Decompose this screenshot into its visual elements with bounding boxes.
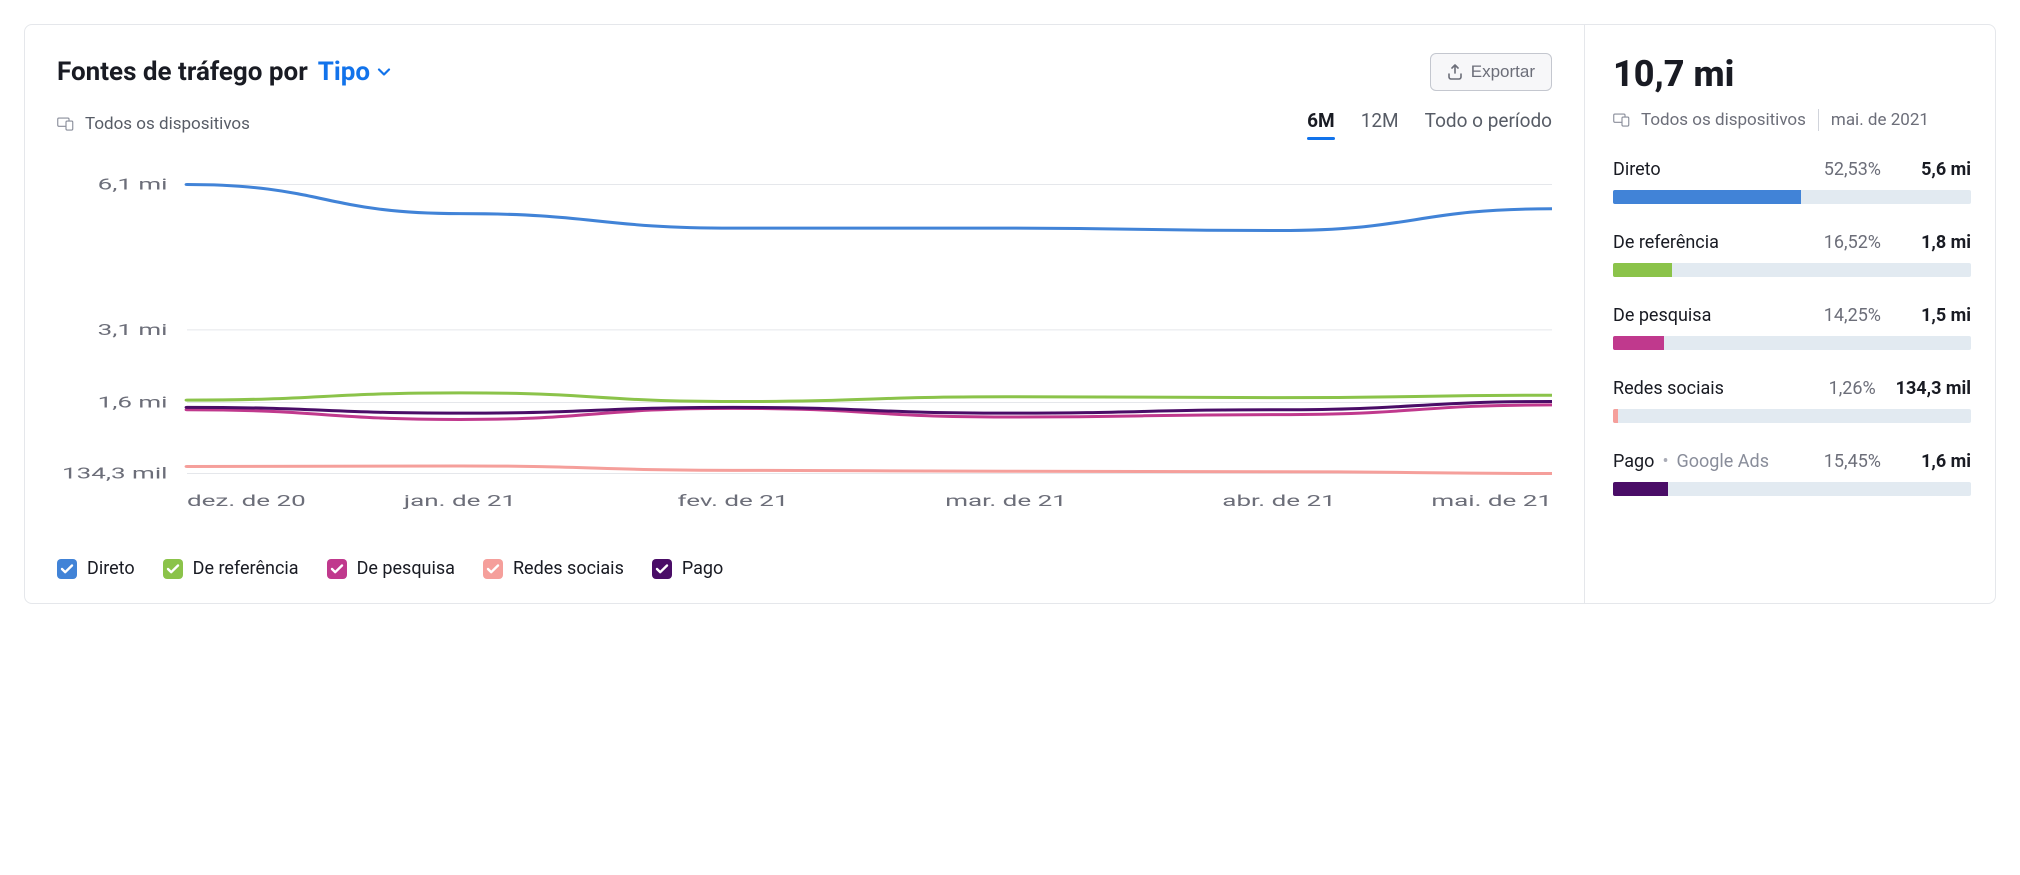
chevron-down-icon: [376, 64, 392, 80]
devices-icon: [57, 117, 75, 131]
source-bar: [1613, 263, 1971, 277]
source-value: 5,6 mi: [1901, 159, 1971, 180]
source-name: De referência: [1613, 232, 1719, 253]
devices-icon: [1613, 113, 1631, 127]
source-percent: 15,45%: [1824, 451, 1881, 472]
summary-devices: Todos os dispositivos: [1613, 110, 1806, 130]
legend-swatch: [327, 559, 347, 579]
source-bar: [1613, 482, 1971, 496]
legend-item[interactable]: Pago: [652, 558, 723, 579]
source-percent: 52,53%: [1824, 159, 1881, 180]
source-row: Pago•Google Ads 15,45% 1,6 mi: [1613, 451, 1971, 496]
legend-swatch: [483, 559, 503, 579]
svg-text:fev. de 21: fev. de 21: [678, 492, 789, 511]
source-percent: 14,25%: [1824, 305, 1881, 326]
legend-label: Pago: [682, 558, 723, 579]
legend-item[interactable]: De referência: [163, 558, 299, 579]
export-button-label: Exportar: [1471, 62, 1535, 82]
legend-label: De pesquisa: [357, 558, 455, 579]
source-bar: [1613, 190, 1971, 204]
devices-filter-label: Todos os dispositivos: [85, 114, 250, 134]
summary-subheader: Todos os dispositivos mai. de 2021: [1613, 109, 1971, 131]
source-row: Redes sociais 1,26% 134,3 mil: [1613, 378, 1971, 423]
summary-period: mai. de 2021: [1831, 110, 1929, 130]
svg-text:134,3 mil: 134,3 mil: [62, 464, 167, 483]
svg-text:6,1 mi: 6,1 mi: [98, 175, 168, 194]
devices-filter[interactable]: Todos os dispositivos: [57, 114, 250, 134]
summary-total: 10,7 mi: [1613, 53, 1971, 95]
range-tab[interactable]: Todo o período: [1425, 109, 1552, 138]
summary-sources-list: Direto 52,53% 5,6 mi De referência 16,52% 1,8…: [1613, 159, 1971, 496]
export-icon: [1447, 64, 1463, 80]
export-button[interactable]: Exportar: [1430, 53, 1552, 91]
svg-text:1,6 mi: 1,6 mi: [98, 393, 168, 412]
svg-text:3,1 mi: 3,1 mi: [98, 321, 168, 340]
source-value: 1,5 mi: [1901, 305, 1971, 326]
traffic-sources-card: Fontes de tráfego por Tipo Exportar Todo…: [24, 24, 1996, 604]
summary-panel: 10,7 mi Todos os dispositivos mai. de 20…: [1585, 25, 1995, 603]
separator: [1818, 109, 1819, 131]
source-percent: 16,52%: [1824, 232, 1881, 253]
chart-legend: Direto De referência De pesquisa Redes soci…: [57, 558, 1552, 579]
legend-swatch: [652, 559, 672, 579]
svg-text:dez. de 20: dez. de 20: [187, 492, 306, 511]
source-name: De pesquisa: [1613, 305, 1711, 326]
title-dropdown-label: Tipo: [318, 57, 370, 87]
title-dropdown[interactable]: Tipo: [318, 57, 392, 87]
chart-subheader: Todos os dispositivos 6M 12M Todo o períod…: [57, 109, 1552, 138]
svg-text:mar. de 21: mar. de 21: [945, 492, 1067, 511]
source-percent: 1,26%: [1829, 378, 1876, 399]
source-sublabel: Google Ads: [1677, 451, 1769, 472]
line-chart-svg: 6,1 mi 3,1 mi 1,6 mi 134,3 mil dez. de 20 jan…: [57, 152, 1552, 532]
legend-item[interactable]: Redes sociais: [483, 558, 624, 579]
svg-text:mai. de 21: mai. de 21: [1431, 492, 1552, 511]
svg-text:abr. de 21: abr. de 21: [1222, 492, 1335, 511]
source-name: Pago•Google Ads: [1613, 451, 1769, 472]
range-tabs: 6M 12M Todo o período: [1307, 109, 1552, 138]
chart-header: Fontes de tráfego por Tipo Exportar: [57, 53, 1552, 91]
chart-title-text: Fontes de tráfego por: [57, 57, 308, 87]
range-tab[interactable]: 12M: [1361, 109, 1399, 138]
source-value: 1,6 mi: [1901, 451, 1971, 472]
source-row: De referência 16,52% 1,8 mi: [1613, 232, 1971, 277]
line-chart: 6,1 mi 3,1 mi 1,6 mi 134,3 mil dez. de 20 jan…: [57, 152, 1552, 532]
legend-item[interactable]: Direto: [57, 558, 135, 579]
legend-label: Direto: [87, 558, 135, 579]
legend-item[interactable]: De pesquisa: [327, 558, 455, 579]
source-value: 134,3 mil: [1896, 378, 1971, 399]
source-row: Direto 52,53% 5,6 mi: [1613, 159, 1971, 204]
svg-text:jan. de 21: jan. de 21: [403, 492, 516, 511]
range-tab[interactable]: 6M: [1307, 109, 1335, 138]
summary-devices-label: Todos os dispositivos: [1641, 110, 1806, 130]
source-name: Redes sociais: [1613, 378, 1724, 399]
chart-panel: Fontes de tráfego por Tipo Exportar Todo…: [25, 25, 1585, 603]
legend-label: De referência: [193, 558, 299, 579]
legend-swatch: [163, 559, 183, 579]
source-value: 1,8 mi: [1901, 232, 1971, 253]
source-row: De pesquisa 14,25% 1,5 mi: [1613, 305, 1971, 350]
source-bar: [1613, 336, 1971, 350]
legend-label: Redes sociais: [513, 558, 624, 579]
source-bar: [1613, 409, 1971, 423]
legend-swatch: [57, 559, 77, 579]
source-name: Direto: [1613, 159, 1661, 180]
chart-title: Fontes de tráfego por Tipo: [57, 57, 392, 87]
